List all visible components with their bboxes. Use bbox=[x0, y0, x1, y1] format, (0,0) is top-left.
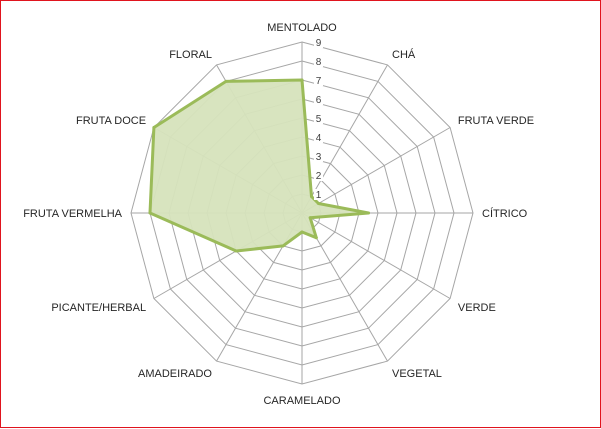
series-0-point-0 bbox=[300, 78, 304, 82]
tick-bg-8 bbox=[314, 56, 323, 67]
spoke-2 bbox=[301, 127, 451, 214]
axis-label-9: FRUTA VERMELHA bbox=[23, 208, 122, 220]
tick-bg-7 bbox=[314, 75, 323, 86]
series-0-point-10 bbox=[152, 126, 156, 129]
series-0-point-1 bbox=[310, 195, 313, 198]
axis-label-2: FRUTA VERDE bbox=[458, 115, 534, 127]
series-0-point-8 bbox=[234, 249, 238, 253]
series-0-point-5 bbox=[314, 236, 318, 240]
series-0-point-3 bbox=[367, 211, 370, 215]
axis-label-0: MENTOLADO bbox=[267, 22, 337, 34]
tick-bg-1 bbox=[314, 189, 323, 200]
tick-bg-5 bbox=[314, 113, 323, 124]
axis-label-6: CARAMELADO bbox=[263, 395, 340, 407]
tick-label-1: 1 bbox=[316, 190, 322, 201]
axis-label-4: VERDE bbox=[458, 302, 496, 314]
tick-bg-2 bbox=[314, 170, 323, 181]
tick-bg-3 bbox=[314, 151, 323, 162]
axis-label-11: FLORAL bbox=[169, 49, 212, 61]
tick-label-4: 4 bbox=[316, 133, 322, 144]
tick-label-3: 3 bbox=[316, 152, 322, 163]
tick-labels: 1 2 3 4 5 6 7 8 9 bbox=[314, 37, 323, 201]
axis-label-10: FRUTA DOCE bbox=[76, 115, 146, 127]
axis-label-5: VEGETAL bbox=[392, 368, 442, 380]
tick-bg-9 bbox=[314, 37, 323, 48]
series-0-point-9 bbox=[148, 211, 152, 215]
tick-label-6: 6 bbox=[316, 95, 322, 106]
spoke-1 bbox=[301, 64, 388, 214]
series-layer bbox=[148, 78, 370, 253]
axis-label-3: CÍTRICO bbox=[482, 207, 528, 220]
axis-label-1: CHÁ bbox=[392, 48, 416, 61]
spoke-4 bbox=[301, 212, 451, 299]
series-0-point-7 bbox=[281, 244, 285, 248]
series-0-point-2 bbox=[317, 202, 320, 205]
tick-label-8: 8 bbox=[316, 57, 322, 68]
series-0-point-4 bbox=[308, 216, 312, 220]
radar-grid bbox=[130, 41, 474, 385]
series-0-area bbox=[148, 78, 370, 253]
tick-label-2: 2 bbox=[316, 171, 322, 182]
tick-label-5: 5 bbox=[316, 114, 322, 125]
series-0-point-11 bbox=[224, 79, 228, 83]
tick-bg-6 bbox=[314, 94, 323, 105]
tick-label-9: 9 bbox=[316, 38, 322, 49]
axis-labels: MENTOLADO CHÁ FRUTA VERDE CÍTRICO VERDE VEGET… bbox=[23, 22, 534, 407]
tick-bg-4 bbox=[314, 132, 323, 143]
tick-label-7: 7 bbox=[316, 76, 322, 87]
axis-label-8: PICANTE/HERBAL bbox=[51, 302, 146, 314]
series-0-point-6 bbox=[300, 230, 304, 234]
axis-label-7: AMADEIRADO bbox=[138, 368, 212, 380]
